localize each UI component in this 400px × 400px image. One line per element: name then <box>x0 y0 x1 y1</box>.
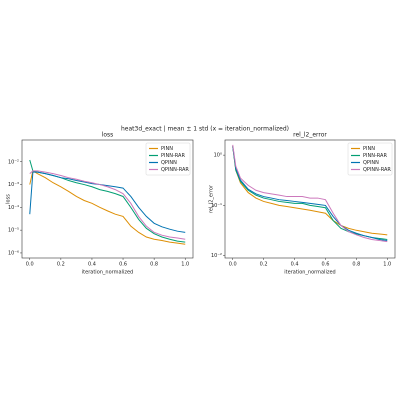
legend-box <box>145 142 191 176</box>
plot-area <box>224 139 396 259</box>
y-tick-label: 10⁻⁵ <box>8 228 19 234</box>
axis-title: loss <box>102 132 114 139</box>
x-tick-label: 0.8 <box>352 262 360 268</box>
x-tick-label: 1.0 <box>181 262 189 268</box>
x-tick-label: 0.2 <box>260 262 268 268</box>
series-line <box>232 144 388 243</box>
legend-label: PINN <box>363 146 375 152</box>
legend-label: QPINN-RAR <box>363 167 391 173</box>
y-tick-label: 10⁻² <box>8 159 19 165</box>
x-tick-label: 0.2 <box>57 262 65 268</box>
figure-title: heat3d_exact | mean ± 1 std (x = iterati… <box>121 126 289 133</box>
legend-label: QPINN <box>161 160 177 166</box>
series-line <box>29 170 186 240</box>
series-line <box>232 146 388 242</box>
axis-title: rel_l2_error <box>293 132 327 139</box>
legend-label: PINN-RAR <box>161 153 185 159</box>
y-tick-label: 10⁻² <box>211 253 222 259</box>
series-line <box>29 170 186 245</box>
legend-label: PINN-RAR <box>363 153 387 159</box>
y-tick-label: 10⁻¹ <box>211 203 222 209</box>
x-axis-label: iteration_normalized <box>284 270 335 276</box>
x-tick-label: 0.4 <box>291 262 299 268</box>
legend-label: QPINN <box>363 160 379 166</box>
x-tick-label: 1.0 <box>383 262 391 268</box>
x-tick-label: 0.6 <box>321 262 329 268</box>
x-tick-label: 0.0 <box>229 262 237 268</box>
y-axis-label: loss <box>6 194 12 204</box>
x-tick-label: 0.4 <box>88 262 96 268</box>
x-axis-label: iteration_normalized <box>82 270 133 276</box>
x-tick-label: 0.0 <box>26 262 34 268</box>
legend-label: QPINN-RAR <box>161 167 189 173</box>
y-tick-label: 10⁻⁴ <box>8 205 19 211</box>
legend-label: PINN <box>161 146 173 152</box>
legend-box <box>347 142 393 176</box>
series-line <box>29 171 186 233</box>
y-tick-label: 10⁻⁶ <box>8 250 19 256</box>
x-tick-label: 0.8 <box>150 262 158 268</box>
series-line <box>232 146 388 236</box>
y-tick-label: 10⁻³ <box>8 182 19 188</box>
y-tick-label: 10⁰ <box>214 153 222 159</box>
plot-area <box>21 139 194 259</box>
x-tick-label: 0.6 <box>119 262 127 268</box>
y-axis-label: rel_l2_error <box>209 184 215 213</box>
